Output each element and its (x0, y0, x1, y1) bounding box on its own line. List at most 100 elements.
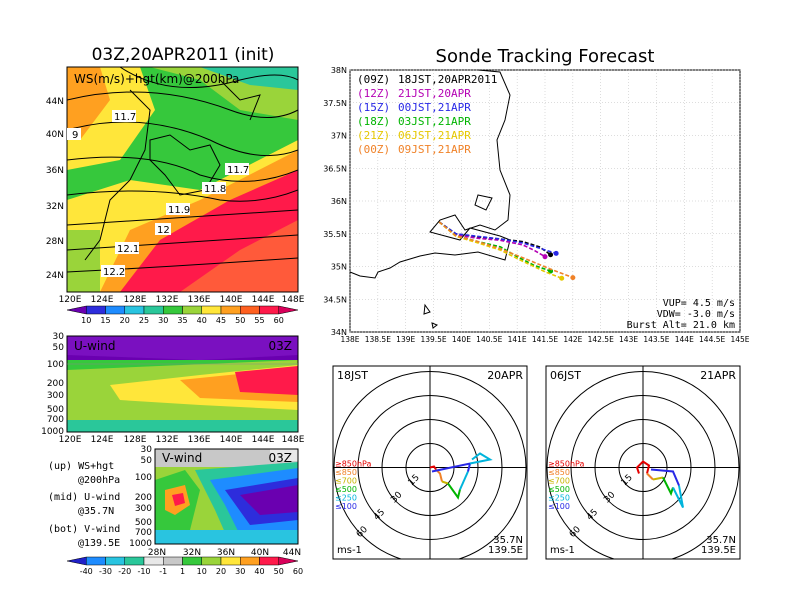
map200-lat-tick: 36N (46, 166, 64, 176)
colorbar-swatch (143, 305, 164, 315)
track-series-line (438, 221, 574, 279)
colorbar-label: -20 (118, 567, 131, 576)
colorbar-label: 60 (293, 567, 303, 576)
track-lat-tick: 36.5N (323, 164, 347, 173)
u-wind-p-tick: 700 (47, 415, 64, 425)
colorbar-label: 50 (274, 567, 284, 576)
height-label: 12.2 (103, 267, 125, 278)
v-wind-time: 03Z (269, 451, 293, 465)
u-wind-lon-tick: 136E (188, 435, 211, 445)
u-wind-section: U-wind 03Z 30 50 100 200 300 500 700 100… (41, 332, 305, 445)
colorbar-swatch (201, 305, 222, 315)
level-legend: ≤850 (335, 468, 357, 477)
u-wind-p-tick: 1000 (41, 427, 64, 437)
legend-bot: (bot) V-wind (48, 524, 120, 535)
wind-speed-colorbar: 10 15 20 25 30 35 40 45 50 55 60 (66, 305, 299, 325)
track-lon-tick: 138.5E (365, 335, 391, 344)
track-lon-tick: 144.5E (699, 335, 725, 344)
height-label: 12 (157, 225, 170, 236)
colorbar-swatch (182, 305, 202, 315)
level-legend: ≤700 (548, 477, 570, 486)
landing-point (553, 250, 559, 256)
colorbar-label: 15 (100, 316, 110, 325)
u-wind-lon-tick: 144E (252, 435, 275, 445)
track-legend-code: (09Z) (357, 73, 390, 86)
colorbar-label: 1 (180, 567, 185, 576)
track-legend-text: 09JST,21APR (398, 143, 471, 156)
hodograph-trace (429, 465, 437, 471)
map200-lat-tick: 24N (46, 271, 64, 281)
hodograph-date: 20APR (487, 369, 523, 382)
map200-lon-tick: 136E (188, 295, 211, 305)
v-wind-label: V-wind (162, 451, 202, 465)
level-legend: ≤500 (548, 485, 570, 494)
track-lon-tick: 142.5E (588, 335, 614, 344)
height-label: 11.7 (114, 112, 136, 123)
colorbar-swatch (124, 556, 145, 566)
colorbar-swatch (86, 556, 106, 566)
track-lines (438, 221, 576, 281)
u-wind-lon-tick: 140E (220, 435, 243, 445)
hodograph-lon: 139.5E (488, 545, 523, 556)
colorbar-swatch (259, 305, 279, 315)
colorbar-label: 45 (216, 316, 226, 325)
level-legend: ≤100 (335, 502, 357, 511)
wind-speed-map: WS(m/s)+hgt(km)@200hPa 11.7 9 11.7 11.8 … (46, 66, 305, 305)
u-wind-p-tick: 300 (47, 391, 64, 401)
track-lon-tick: 140.5E (476, 335, 502, 344)
colorbar-label: 60 (274, 316, 284, 325)
legend-mid: (mid) U-wind (48, 492, 120, 503)
v-wind-p-tick: 700 (135, 528, 152, 538)
colorbar-swatch (278, 556, 299, 566)
height-label: 12.1 (117, 244, 139, 255)
track-lon-tick: 141.5E (532, 335, 558, 344)
track-legend-code: (18Z) (357, 115, 390, 128)
height-label: 11.9 (168, 205, 190, 216)
track-lon-tick: 145E (730, 335, 749, 344)
v-wind-p-tick: 500 (135, 518, 152, 528)
legend-up-level: @200hPa (78, 475, 120, 486)
track-series-line (438, 221, 557, 255)
map200-lon-tick: 140E (220, 295, 243, 305)
v-wind-p-tick: 1000 (129, 539, 152, 549)
track-series-line (438, 221, 563, 280)
level-legend: ≤100 (548, 502, 570, 511)
hodograph-lat: 35.7N (706, 535, 736, 546)
u-wind-lon-tick: 120E (59, 435, 82, 445)
track-lat-tick: 36N (331, 197, 347, 206)
v-wind-p-tick: 300 (135, 504, 152, 514)
track-legend-text: 18JST,20APR2011 (398, 73, 497, 86)
track-legend-text: 00JST,21APR (398, 101, 471, 114)
map200-lat-tick: 40N (46, 130, 64, 140)
map200-lon-tick: 144E (252, 295, 275, 305)
u-wind-p-tick: 100 (47, 360, 64, 370)
track-legend-code: (21Z) (357, 129, 390, 142)
level-legend: ≤250 (548, 494, 570, 503)
track-legend-code: (00Z) (357, 143, 390, 156)
colorbar-label: 35 (177, 316, 187, 325)
level-legend: ≤700 (335, 477, 357, 486)
map200-lat-tick: 32N (46, 202, 64, 212)
colorbar-swatch (201, 556, 222, 566)
colorbar-label: -40 (80, 567, 93, 576)
track-lon-tick: 143E (619, 335, 638, 344)
colorbar-label: 30 (158, 316, 168, 325)
colorbar-swatch (163, 556, 183, 566)
legend-bot-level: @139.5E (78, 538, 120, 549)
u-wind-lon-tick: 148E (282, 435, 305, 445)
u-wind-p-tick: 500 (47, 405, 64, 415)
landing-point (548, 252, 554, 258)
u-wind-p-tick: 50 (53, 343, 65, 353)
hodograph-trace (672, 485, 684, 508)
height-label: 11.8 (204, 184, 226, 195)
track-lat-tick: 34.5N (323, 295, 347, 304)
colorbar-label: 40 (254, 567, 264, 576)
v-wind-lat-tick: 32N (183, 548, 201, 558)
track-lon-tick: 143.5E (643, 335, 669, 344)
track-legend: (09Z) 18JST,20APR2011 (12Z) 21JST,20APR … (357, 73, 497, 156)
colorbar-label: -10 (137, 567, 150, 576)
level-legend: ≤500 (335, 485, 357, 494)
colorbar-label: 20 (216, 567, 226, 576)
